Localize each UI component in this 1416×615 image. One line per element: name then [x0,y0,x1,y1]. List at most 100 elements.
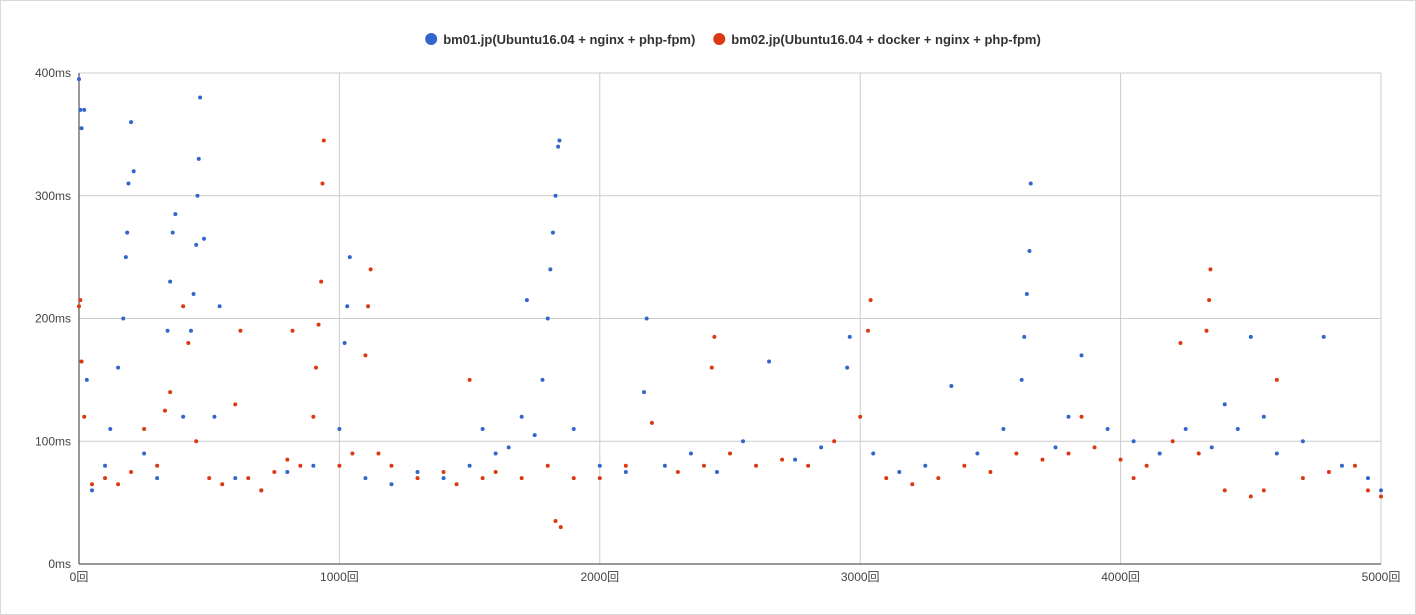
data-point [1352,463,1357,468]
data-point [116,482,121,487]
y-tick-label: 300ms [35,189,71,203]
data-point [1235,426,1240,431]
data-point [858,414,863,419]
data-point [376,451,381,456]
data-point [506,445,511,450]
data-point [195,193,200,198]
data-point [1207,298,1212,303]
data-point [1157,451,1162,456]
data-point [298,463,303,468]
data-point [1131,439,1136,444]
legend[interactable]: bm01.jp(Ubuntu16.04 + nginx + php-fpm) bm… [425,32,1041,47]
data-point [524,298,529,303]
legend-label: bm02.jp(Ubuntu16.04 + docker + nginx + p… [731,32,1041,47]
data-point [165,328,170,333]
data-point [540,377,545,382]
data-point [103,476,108,481]
data-point [1092,445,1097,450]
legend-item-series-2[interactable]: bm02.jp(Ubuntu16.04 + docker + nginx + p… [713,32,1041,47]
data-point [1274,451,1279,456]
data-point [170,230,175,235]
data-point [454,482,459,487]
data-point [196,156,201,161]
data-point [1028,181,1033,186]
data-point [1079,414,1084,419]
data-point [709,365,714,370]
data-point [246,476,251,481]
data-point [1178,341,1183,346]
data-point [884,476,889,481]
data-point [1365,488,1370,493]
axes: 0ms 100ms 200ms 300ms 400ms 0回 1000回 2000回 3000回… [35,66,1400,584]
y-tick-label: 400ms [35,66,71,80]
legend-item-series-1[interactable]: bm01.jp(Ubuntu16.04 + nginx + php-fpm) [425,32,695,47]
data-point [714,469,719,474]
data-point [368,267,373,272]
data-point [126,181,131,186]
data-point [319,279,324,284]
data-point [557,138,562,143]
data-point [793,457,798,462]
data-point [233,402,238,407]
data-point [1339,463,1344,468]
data-point [285,469,290,474]
data-point [866,328,871,333]
data-point [142,426,147,431]
data-point [78,298,83,303]
data-point [285,457,290,462]
data-point [1326,469,1331,474]
x-tick-label: 1000回 [320,570,359,584]
data-point [350,451,355,456]
data-point [173,212,178,217]
data-point [910,482,915,487]
data-point [77,77,81,82]
data-point [1274,377,1279,382]
data-point [553,519,558,524]
data-point [550,230,555,235]
data-point [532,433,537,438]
data-point [644,316,649,321]
data-point [597,476,602,481]
data-point [103,463,108,468]
data-point [623,469,628,474]
data-points [77,77,1383,530]
x-tick-label: 5000回 [1362,570,1401,584]
data-point [1222,488,1227,493]
data-point [441,469,446,474]
data-point [363,476,368,481]
data-point [207,476,212,481]
data-point [316,322,321,327]
data-point [1019,377,1024,382]
data-point [337,426,342,431]
data-point [311,463,316,468]
data-point [342,341,347,346]
data-point [936,476,941,481]
data-point [1079,353,1084,358]
data-point [321,138,326,143]
data-point [220,482,225,487]
data-point [181,304,186,309]
data-point [415,476,420,481]
data-point [181,414,186,419]
data-point [194,242,199,247]
data-point [1118,457,1123,462]
data-point [988,469,993,474]
data-point [728,451,732,456]
data-point [519,414,524,419]
data-point [1261,488,1266,493]
y-tick-label: 200ms [35,312,71,326]
data-point [1001,426,1006,431]
legend-marker [713,33,726,45]
data-point [320,181,325,186]
data-point [1024,291,1029,296]
data-point [467,463,472,468]
data-point [548,267,553,272]
data-point [90,482,95,487]
data-point [1222,402,1227,407]
data-point [131,169,136,174]
data-point [389,463,394,468]
data-point [311,414,316,419]
data-point [1014,451,1019,456]
data-point [337,463,342,468]
